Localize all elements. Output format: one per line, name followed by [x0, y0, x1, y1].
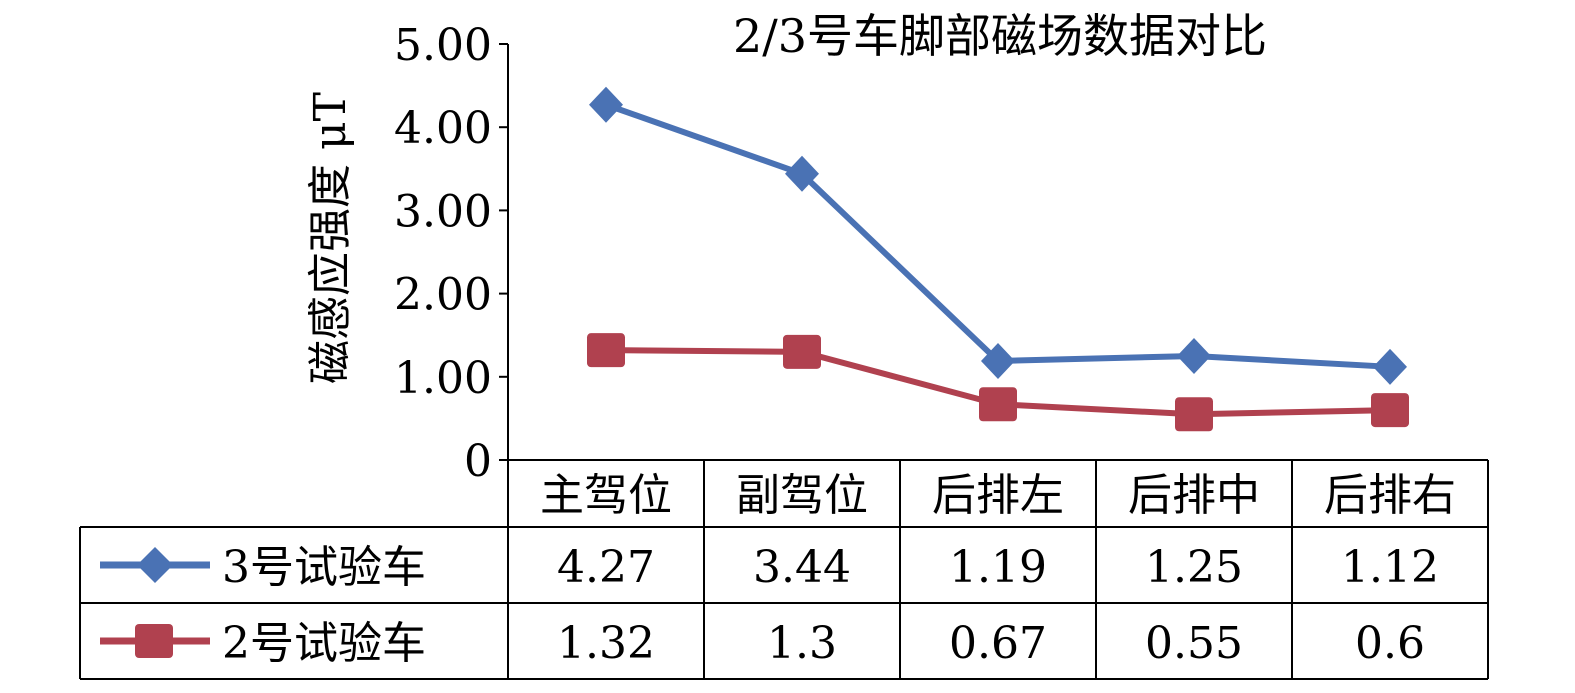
- data-point-diamond: [589, 86, 623, 123]
- y-axis-label: 磁感应强度 μT: [305, 92, 356, 384]
- data-point-diamond: [1177, 338, 1211, 374]
- chart-title: 2/3号车脚部磁场数据对比: [733, 9, 1267, 63]
- series-markers: [587, 86, 1409, 432]
- data-point-diamond: [1373, 348, 1407, 385]
- data-point-square: [587, 333, 625, 368]
- x-category-label: 后排左: [932, 470, 1064, 521]
- table-value-cell: 1.12: [1341, 542, 1439, 593]
- y-tick-label: 3.00: [394, 186, 492, 237]
- legend-marker-swatch: [137, 547, 173, 583]
- data-table: 主驾位 副驾位 后排左 后排中 后排右 3号试验车 4.27 3.44 1.19 1.25 1.12…: [79, 459, 1489, 680]
- table-value-cell: 0.67: [949, 618, 1047, 669]
- y-axis: [499, 43, 509, 461]
- data-point-diamond: [785, 155, 819, 192]
- y-tick-label: 1.00: [394, 353, 492, 404]
- data-point-square: [1175, 397, 1213, 432]
- table-value-cell: 0.55: [1145, 618, 1243, 669]
- table-value-cell: 1.3: [767, 618, 837, 669]
- data-point-square: [979, 387, 1017, 422]
- table-value-cell: 1.32: [557, 618, 655, 669]
- table-value-cell: 3.44: [753, 542, 851, 593]
- table-value-cell: 4.27: [557, 542, 655, 593]
- y-tick-label: 2.00: [394, 270, 492, 321]
- y-tick-label: 5.00: [394, 20, 492, 71]
- y-tick-label: 4.00: [394, 103, 492, 154]
- data-point-square: [1371, 393, 1409, 428]
- table-value-cell: 1.19: [949, 542, 1047, 593]
- x-category-label: 副驾位: [736, 470, 868, 521]
- table-value-cell: 0.6: [1355, 618, 1425, 669]
- data-point-diamond: [981, 342, 1015, 379]
- x-category-label: 主驾位: [540, 470, 672, 521]
- legend-series-name: 2号试验车: [222, 618, 426, 669]
- x-category-label: 后排右: [1324, 470, 1456, 521]
- x-category-label: 后排中: [1128, 470, 1260, 521]
- legend-series-name: 3号试验车: [222, 542, 426, 593]
- data-point-square: [783, 334, 821, 369]
- legend-marker-swatch: [135, 624, 173, 658]
- y-tick-labels: 0 1.00 2.00 3.00 4.00 5.00: [394, 20, 492, 487]
- series-line: [605, 101, 1391, 370]
- y-tick-label: 0: [464, 436, 492, 487]
- table-value-cell: 1.25: [1145, 542, 1243, 593]
